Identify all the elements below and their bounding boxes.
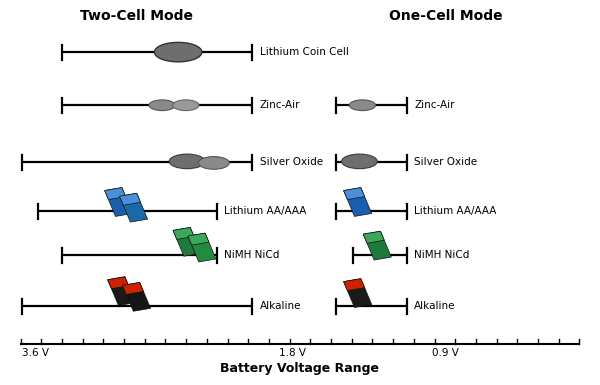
- Text: One-Cell Mode: One-Cell Mode: [389, 9, 502, 23]
- Polygon shape: [344, 187, 365, 199]
- Polygon shape: [173, 228, 194, 239]
- Text: Alkaline: Alkaline: [260, 301, 301, 311]
- Text: NiMH NiCd: NiMH NiCd: [224, 250, 279, 260]
- Polygon shape: [363, 231, 384, 243]
- Text: Silver Oxide: Silver Oxide: [260, 157, 323, 167]
- Ellipse shape: [341, 154, 377, 169]
- Polygon shape: [173, 228, 201, 256]
- Text: Battery Voltage Range: Battery Voltage Range: [220, 362, 379, 375]
- Polygon shape: [119, 193, 140, 205]
- Polygon shape: [344, 279, 372, 308]
- Text: Zinc-Air: Zinc-Air: [414, 100, 455, 110]
- Text: 0.9 V: 0.9 V: [432, 348, 459, 358]
- Polygon shape: [104, 187, 133, 216]
- Polygon shape: [104, 187, 125, 199]
- Text: NiMH NiCd: NiMH NiCd: [414, 250, 470, 260]
- Ellipse shape: [149, 100, 175, 110]
- Ellipse shape: [173, 100, 199, 110]
- Text: 1.8 V: 1.8 V: [279, 348, 306, 358]
- Polygon shape: [188, 233, 216, 262]
- Ellipse shape: [154, 42, 202, 62]
- Text: Lithium Coin Cell: Lithium Coin Cell: [260, 47, 349, 57]
- Text: Zinc-Air: Zinc-Air: [260, 100, 300, 110]
- Text: Two-Cell Mode: Two-Cell Mode: [80, 9, 193, 23]
- Polygon shape: [122, 283, 143, 295]
- Polygon shape: [122, 283, 151, 311]
- Polygon shape: [188, 233, 209, 245]
- Polygon shape: [107, 277, 128, 289]
- Text: Silver Oxide: Silver Oxide: [414, 157, 477, 167]
- Ellipse shape: [169, 154, 205, 169]
- Text: Alkaline: Alkaline: [414, 301, 455, 311]
- Polygon shape: [363, 231, 391, 260]
- Polygon shape: [344, 187, 372, 216]
- Text: 3.6 V: 3.6 V: [22, 348, 49, 358]
- Polygon shape: [119, 193, 148, 222]
- Ellipse shape: [349, 100, 376, 110]
- Text: Lithium AA/AAA: Lithium AA/AAA: [224, 206, 306, 216]
- Ellipse shape: [199, 157, 229, 169]
- Polygon shape: [107, 277, 136, 306]
- Text: Lithium AA/AAA: Lithium AA/AAA: [414, 206, 497, 216]
- Polygon shape: [344, 279, 365, 291]
